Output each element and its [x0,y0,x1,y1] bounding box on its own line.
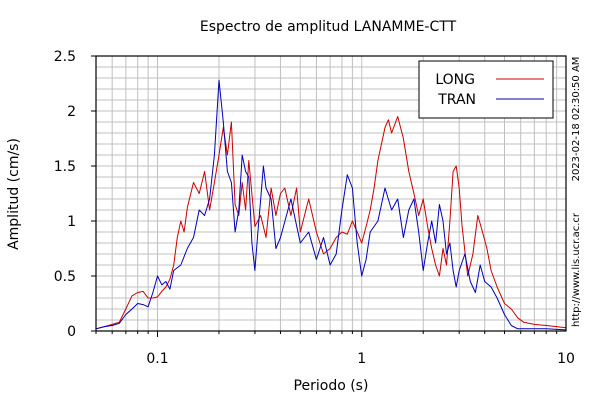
y-tick-label: 2.5 [54,49,76,65]
x-tick-label: 1 [357,351,366,367]
plot-frame [95,55,567,332]
y-tick-label: 0.5 [54,269,76,285]
website-annotation: http://www.lis.ucr.ac.cr [571,212,582,327]
chart-title: Espectro de amplitud LANAMME-CTT [200,19,457,35]
legend-box [418,60,554,119]
legend-label-tran: TRAN [437,92,476,108]
x-tick-label: 10 [557,351,575,367]
y-tick-label: 0 [67,324,76,340]
series-layer [95,79,567,331]
y-tick-label: 2 [67,104,76,120]
y-axis-label: Amplitud (cm/s) [6,138,22,250]
y-tick-label: 1.5 [54,159,76,175]
axis-ticks: 0 0.5 1 1.5 2 2.5 0.1 1 10 [54,49,575,367]
x-axis-label: Periodo (s) [294,378,369,394]
x-tick-label: 0.1 [146,351,168,367]
legend: LONG TRAN [418,60,554,119]
series-line-long [95,116,567,330]
series-line-tran [95,79,567,331]
y-tick-label: 1 [67,214,76,230]
timestamp-annotation: 2023-02-18 02:30:50 AM [571,57,582,182]
legend-label-long: LONG [435,72,475,88]
